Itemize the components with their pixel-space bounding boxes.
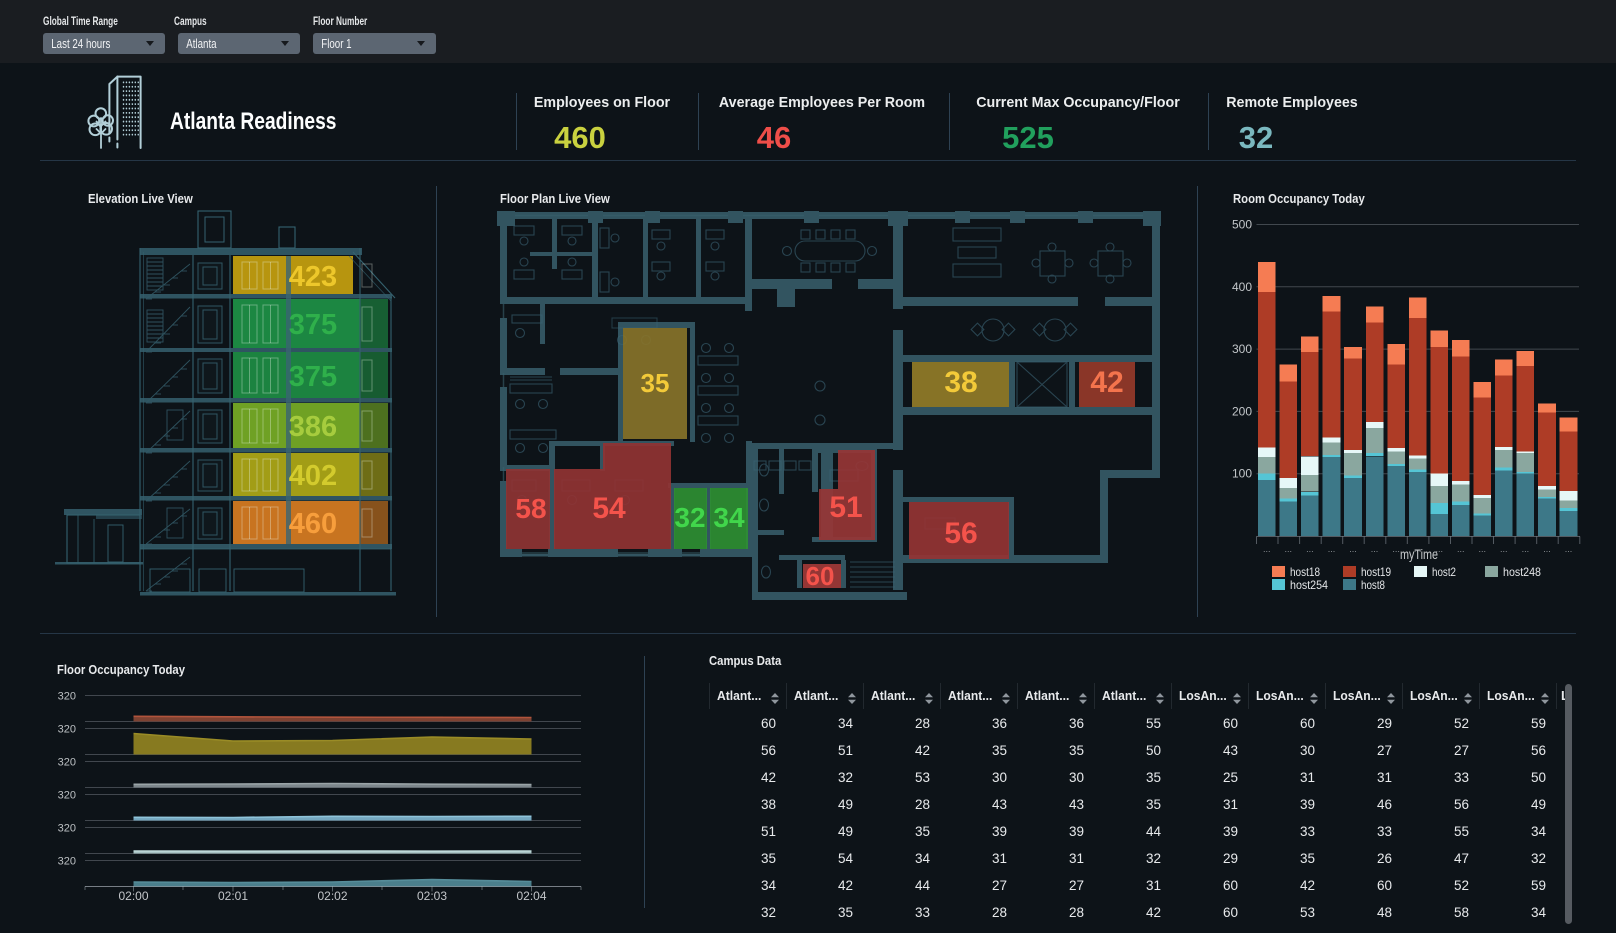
svg-text:38: 38 xyxy=(944,366,977,399)
svg-text:34: 34 xyxy=(713,502,745,533)
svg-text:56: 56 xyxy=(944,517,977,550)
svg-text:51: 51 xyxy=(829,491,862,524)
svg-text:...: ... xyxy=(1371,544,1379,554)
svg-text:60: 60 xyxy=(806,561,835,591)
svg-text:320: 320 xyxy=(58,823,76,835)
svg-text:host8: host8 xyxy=(1361,578,1385,592)
svg-text:02:03: 02:03 xyxy=(417,889,447,903)
svg-text:host19: host19 xyxy=(1361,565,1391,579)
svg-text:400: 400 xyxy=(1232,280,1252,294)
svg-text:02:04: 02:04 xyxy=(516,889,546,903)
svg-text:...: ... xyxy=(1414,544,1422,554)
svg-text:...: ... xyxy=(1500,544,1508,554)
svg-text:02:02: 02:02 xyxy=(317,889,347,903)
svg-text:300: 300 xyxy=(1232,342,1252,356)
svg-text:386: 386 xyxy=(289,411,337,443)
svg-text:402: 402 xyxy=(289,460,337,492)
svg-text:42: 42 xyxy=(1090,366,1123,399)
svg-text:58: 58 xyxy=(515,493,546,524)
svg-text:460: 460 xyxy=(289,508,337,540)
svg-text:...: ... xyxy=(1479,544,1487,554)
svg-text:host2: host2 xyxy=(1432,565,1456,579)
svg-text:423: 423 xyxy=(289,261,337,293)
svg-text:320: 320 xyxy=(58,790,76,802)
svg-text:200: 200 xyxy=(1232,404,1252,418)
svg-text:320: 320 xyxy=(58,691,76,703)
svg-text:host254: host254 xyxy=(1290,578,1328,592)
svg-text:...: ... xyxy=(1306,544,1314,554)
svg-text:...: ... xyxy=(1328,544,1336,554)
svg-text:320: 320 xyxy=(58,856,76,868)
svg-text:myTime: myTime xyxy=(1400,547,1438,562)
svg-text:...: ... xyxy=(1263,544,1271,554)
svg-text:32: 32 xyxy=(674,502,705,533)
svg-text:...: ... xyxy=(1392,544,1400,554)
svg-text:500: 500 xyxy=(1232,218,1252,232)
svg-text:375: 375 xyxy=(289,361,337,393)
svg-text:...: ... xyxy=(1565,544,1573,554)
svg-text:54: 54 xyxy=(592,492,626,525)
svg-text:host248: host248 xyxy=(1503,565,1541,579)
svg-text:35: 35 xyxy=(641,368,670,398)
svg-text:...: ... xyxy=(1522,544,1530,554)
svg-text:host18: host18 xyxy=(1290,565,1320,579)
svg-text:320: 320 xyxy=(58,724,76,736)
svg-text:...: ... xyxy=(1457,544,1465,554)
svg-text:02:00: 02:00 xyxy=(118,889,148,903)
svg-text:...: ... xyxy=(1435,544,1443,554)
svg-text:375: 375 xyxy=(289,309,337,341)
svg-text:320: 320 xyxy=(58,757,76,769)
svg-text:...: ... xyxy=(1285,544,1293,554)
svg-text:100: 100 xyxy=(1232,467,1252,481)
svg-text:02:01: 02:01 xyxy=(218,889,248,903)
svg-text:...: ... xyxy=(1349,544,1357,554)
svg-text:...: ... xyxy=(1543,544,1551,554)
